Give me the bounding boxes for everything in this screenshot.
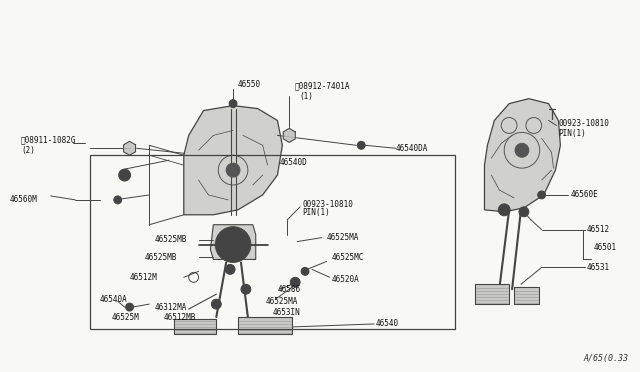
Polygon shape: [484, 99, 561, 212]
Text: 46540D: 46540D: [280, 158, 307, 167]
Text: 46560E: 46560E: [570, 190, 598, 199]
Text: 46525MC: 46525MC: [332, 253, 364, 262]
Text: 46550: 46550: [238, 80, 261, 89]
Text: 00923-10810: 00923-10810: [302, 201, 353, 209]
Circle shape: [226, 163, 240, 177]
Text: A/65(0.33: A/65(0.33: [583, 354, 628, 363]
Text: 46525MB: 46525MB: [145, 253, 177, 262]
Text: PIN(1): PIN(1): [302, 208, 330, 217]
Circle shape: [360, 144, 363, 147]
Text: 46586: 46586: [277, 285, 301, 294]
Text: 46525M: 46525M: [112, 312, 140, 321]
Circle shape: [215, 227, 251, 262]
Polygon shape: [184, 106, 282, 215]
Circle shape: [211, 299, 221, 309]
Text: 46540: 46540: [376, 320, 399, 328]
Circle shape: [540, 193, 543, 196]
Text: ⓝ08912-7401A: ⓝ08912-7401A: [294, 82, 349, 91]
Text: 46501: 46501: [594, 243, 617, 252]
Text: 46512: 46512: [587, 225, 610, 234]
Circle shape: [538, 191, 546, 199]
Circle shape: [122, 172, 127, 178]
Circle shape: [116, 198, 119, 202]
Text: 46512M: 46512M: [129, 273, 157, 282]
Text: 46525MA: 46525MA: [266, 296, 298, 306]
Text: 46520A: 46520A: [332, 275, 360, 284]
Text: 46531: 46531: [587, 263, 610, 272]
Circle shape: [357, 141, 365, 149]
Text: 46560M: 46560M: [9, 195, 37, 204]
Circle shape: [515, 143, 529, 157]
Text: 46540A: 46540A: [100, 295, 128, 304]
Circle shape: [241, 284, 251, 294]
Circle shape: [125, 303, 134, 311]
Text: 46512MB: 46512MB: [164, 312, 196, 321]
Polygon shape: [284, 128, 295, 142]
Circle shape: [229, 100, 237, 108]
Circle shape: [519, 207, 529, 217]
Text: 46312MA: 46312MA: [154, 302, 187, 312]
Text: (1): (1): [299, 92, 313, 101]
Circle shape: [232, 102, 235, 105]
Circle shape: [225, 237, 241, 253]
Circle shape: [499, 204, 510, 216]
Polygon shape: [174, 319, 216, 334]
Polygon shape: [124, 141, 136, 155]
Text: 46525MB: 46525MB: [154, 235, 187, 244]
Text: 00923-10810: 00923-10810: [559, 119, 609, 128]
Text: ⓝ08911-1082G: ⓝ08911-1082G: [21, 136, 77, 145]
Circle shape: [114, 196, 122, 204]
Polygon shape: [475, 284, 509, 304]
Polygon shape: [514, 287, 539, 304]
Polygon shape: [238, 317, 292, 334]
Circle shape: [301, 267, 309, 275]
Text: 4653IN: 4653IN: [273, 308, 300, 317]
Text: 46540DA: 46540DA: [396, 144, 428, 153]
Text: PIN(1): PIN(1): [559, 129, 586, 138]
Circle shape: [291, 277, 300, 287]
Polygon shape: [211, 225, 256, 259]
Circle shape: [118, 169, 131, 181]
Text: (2): (2): [21, 146, 35, 155]
Bar: [90, 155, 455, 329]
Text: 46525MA: 46525MA: [327, 233, 359, 242]
Circle shape: [225, 264, 235, 274]
Circle shape: [128, 305, 131, 309]
